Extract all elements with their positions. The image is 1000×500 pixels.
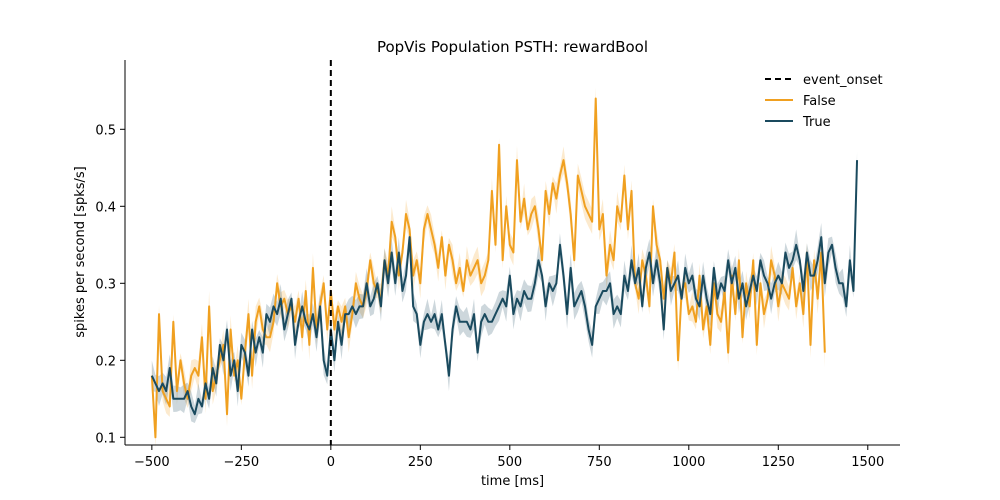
y-tick-label: 0.1 <box>95 431 116 446</box>
y-axis-label: spikes per second [spks/s] <box>73 166 88 337</box>
legend-label: event_onset <box>803 73 883 88</box>
legend-label: False <box>803 94 836 109</box>
x-tick-label: −250 <box>223 455 259 470</box>
chart-title: PopVis Population PSTH: rewardBool <box>377 38 648 56</box>
x-tick-label: 1250 <box>762 455 795 470</box>
axes <box>124 60 900 446</box>
x-tick-label: 1500 <box>851 455 884 470</box>
series-lines <box>150 97 859 439</box>
confidence-band-false <box>151 87 825 448</box>
confidence-bands <box>151 87 858 448</box>
y-tick-label: 0.2 <box>95 354 116 369</box>
x-tick-label: 500 <box>497 455 522 470</box>
legend-label: True <box>802 115 831 130</box>
x-axis-label: time [ms] <box>481 474 544 489</box>
y-axis-ticks: 0.1 0.2 0.3 0.4 0.5 <box>95 123 125 446</box>
x-axis-ticks: −500 −250 0 250 500 750 1000 1250 1500 <box>134 445 884 470</box>
x-tick-label: 1000 <box>672 455 705 470</box>
x-tick-label: −500 <box>134 455 170 470</box>
y-tick-label: 0.3 <box>95 277 116 292</box>
y-tick-label: 0.5 <box>95 123 116 138</box>
legend: event_onset False True <box>765 73 883 130</box>
x-tick-label: 750 <box>587 455 612 470</box>
x-tick-label: 0 <box>327 455 335 470</box>
y-tick-label: 0.4 <box>95 200 116 215</box>
series-line-true <box>150 160 859 416</box>
x-tick-label: 250 <box>408 455 433 470</box>
